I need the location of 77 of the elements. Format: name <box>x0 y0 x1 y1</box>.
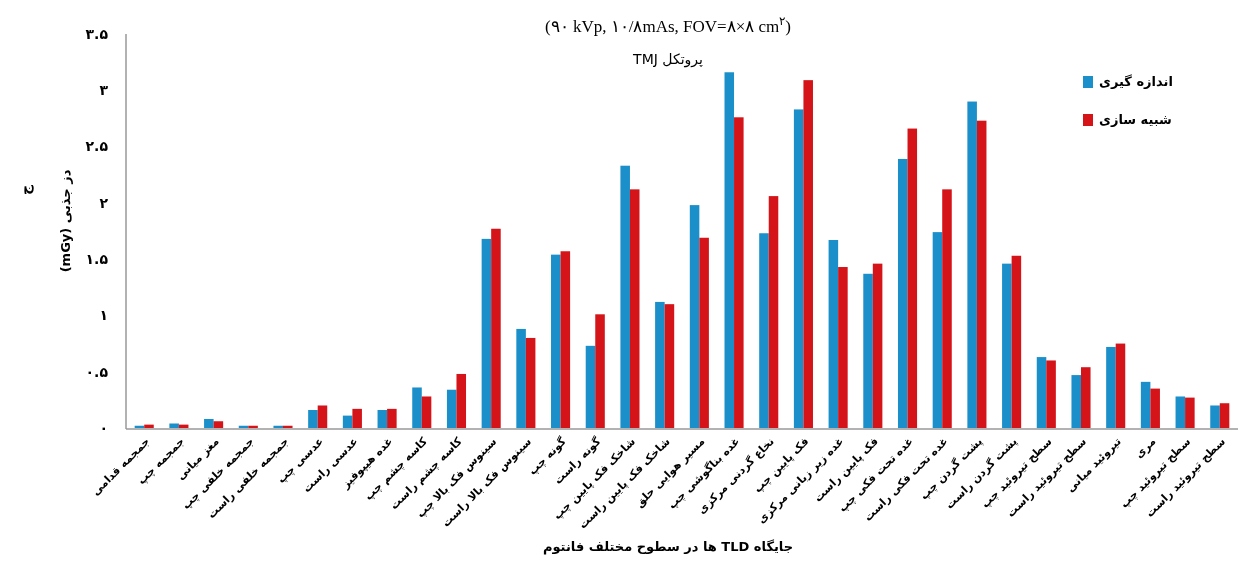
y-axis-title: دز جذبی (mGy) <box>58 169 73 273</box>
bar <box>446 389 457 428</box>
bar <box>828 240 839 428</box>
bar <box>1106 346 1116 428</box>
bar <box>481 238 492 428</box>
y-tick-label: ۳.۵ <box>85 25 109 42</box>
bar <box>793 109 804 428</box>
bar <box>759 233 769 428</box>
bar <box>283 425 293 428</box>
bar <box>352 408 362 428</box>
bar <box>1210 405 1220 428</box>
bar <box>204 418 214 428</box>
bar <box>1219 403 1230 428</box>
bar <box>724 72 735 428</box>
bar <box>595 314 605 428</box>
bar <box>308 409 318 428</box>
bar <box>169 423 179 428</box>
bar <box>664 304 675 428</box>
bar <box>1081 367 1091 428</box>
bar <box>1002 263 1012 428</box>
bar <box>1175 396 1186 428</box>
bar <box>273 425 283 428</box>
text: ج <box>17 184 34 196</box>
bar <box>342 415 353 428</box>
bar <box>1046 360 1056 428</box>
bar <box>689 205 700 428</box>
bar <box>412 387 422 428</box>
bar <box>560 251 571 428</box>
bar <box>863 273 873 428</box>
bar <box>655 301 665 428</box>
bar <box>967 101 977 428</box>
legend-label: اندازه گیری <box>1099 74 1173 89</box>
bar <box>620 165 630 428</box>
bar <box>1115 343 1126 428</box>
legend-label: شبیه سازی <box>1099 112 1172 127</box>
bar <box>317 405 328 428</box>
bar <box>897 158 908 428</box>
bar <box>629 189 640 428</box>
bar <box>838 267 848 428</box>
x-axis-title: جایگاه TLD ها در سطوح مختلف فانتوم <box>542 539 794 555</box>
bar <box>1036 357 1047 428</box>
bar <box>551 254 561 428</box>
bar <box>932 232 943 428</box>
bar <box>976 120 987 428</box>
bar <box>525 337 536 428</box>
bar <box>387 408 397 428</box>
bar <box>456 373 467 428</box>
chart-title: (۹۰ kVp, ۱۰/۸mAs, FOV=۸×۸ cm$^{۲}$) <box>545 14 791 36</box>
bar <box>248 425 258 428</box>
bar <box>421 396 432 428</box>
bar <box>516 328 526 428</box>
bar <box>1071 375 1081 428</box>
bar <box>1150 388 1160 428</box>
bar <box>213 421 224 428</box>
y-tick-label: ۰ <box>99 419 108 436</box>
bar <box>1140 381 1151 428</box>
bar <box>942 189 952 428</box>
text: پروتکل TMJ <box>632 51 704 68</box>
bar <box>768 196 779 428</box>
bar <box>144 424 154 428</box>
y-tick-label: ۲ <box>99 194 109 211</box>
bar <box>377 409 388 428</box>
bar <box>1011 255 1022 428</box>
bar <box>1185 397 1195 428</box>
y-tick-label: ۳ <box>99 82 109 99</box>
bar <box>491 228 501 428</box>
bar <box>907 128 918 428</box>
bar <box>803 80 813 428</box>
y-tick-label: ۱.۵ <box>85 251 109 268</box>
x-tick-label: مری <box>1132 434 1159 461</box>
bar <box>585 345 596 428</box>
bar <box>734 117 744 428</box>
y-tick-label: ۲.۵ <box>85 138 109 155</box>
y-tick-label: ۰.۵ <box>85 363 109 380</box>
y-tick-label: ۱ <box>99 307 108 324</box>
bar <box>699 237 709 428</box>
bar <box>872 263 883 428</box>
